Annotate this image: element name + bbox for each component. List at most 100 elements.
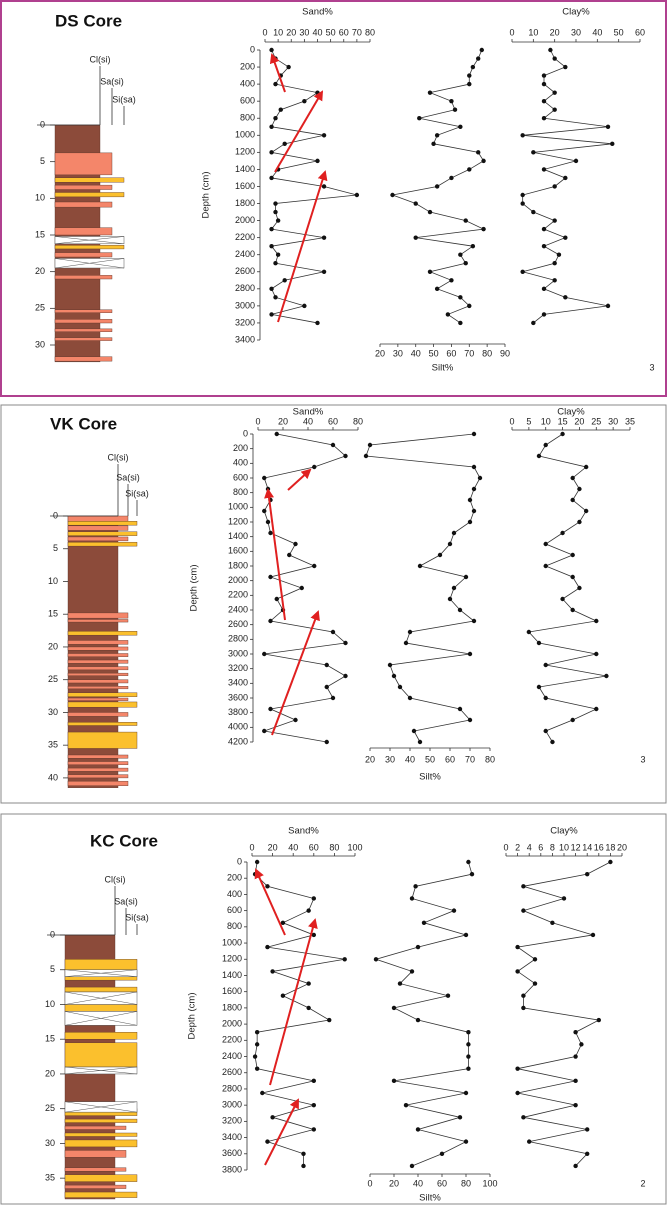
profile-point	[585, 1151, 590, 1156]
profile-point	[397, 981, 403, 986]
profile-point	[563, 64, 568, 70]
profile-point	[265, 884, 270, 889]
log-label: Sa(si)	[116, 472, 140, 482]
depth-tick-label: 600	[233, 472, 248, 482]
profile-point	[354, 192, 360, 198]
profile-point	[324, 662, 329, 668]
profile-point	[463, 932, 469, 938]
profile-point	[476, 150, 481, 155]
profile-point	[570, 497, 575, 503]
profile-point	[541, 312, 547, 317]
profile-point	[463, 574, 469, 580]
x-tick-label: 50	[614, 27, 624, 37]
depth-tick-label: 0	[250, 44, 255, 54]
x-tick-label: 90	[500, 348, 510, 358]
log-label: Si(sa)	[125, 488, 149, 498]
profile-point	[367, 442, 373, 448]
x-tick-label: 40	[303, 416, 313, 426]
depth-tick-label: 3400	[228, 678, 248, 688]
profile-point	[458, 124, 463, 129]
depth-tick-label: 1000	[235, 130, 255, 140]
profile-point	[477, 475, 483, 481]
x-tick-label: 40	[312, 27, 322, 37]
depth-tick-label: 2600	[228, 619, 248, 629]
x-tick-label: 10	[528, 27, 538, 37]
x-tick-label: 4	[527, 842, 532, 852]
profile-point	[543, 662, 548, 668]
x-tick-label: 20	[550, 27, 560, 37]
log-layer	[67, 697, 129, 701]
log-layer	[67, 659, 129, 664]
profile-point	[521, 993, 526, 998]
log-tick-label: 40	[48, 772, 58, 782]
profile-point	[604, 673, 609, 679]
profile-point	[449, 175, 454, 181]
profile-point	[471, 464, 477, 470]
profile-point	[560, 431, 565, 437]
profile-point	[532, 981, 538, 986]
log-layer	[67, 536, 129, 542]
profile-point	[268, 618, 273, 624]
depth-tick-label: 200	[240, 61, 255, 71]
arrow	[269, 53, 286, 93]
profile-point	[415, 1017, 421, 1023]
depth-tick-label: 2800	[222, 1083, 242, 1093]
profile-point	[315, 320, 320, 326]
depth-tick-label: 200	[233, 443, 248, 453]
profile-point	[451, 908, 457, 913]
profile-point	[520, 269, 525, 274]
profile-point	[447, 596, 453, 602]
profile-point	[262, 651, 267, 657]
panel-frame	[0, 404, 667, 804]
profile-point	[451, 530, 457, 536]
series-name: Sand%	[293, 407, 324, 418]
profile-point	[560, 596, 565, 602]
x-tick-label: 30	[385, 754, 395, 764]
profile-point	[269, 226, 274, 232]
profile-point	[466, 1054, 471, 1059]
profile-point	[447, 541, 453, 547]
log-layer	[54, 275, 113, 280]
x-tick-label: 80	[482, 348, 492, 358]
x-tick-label: 80	[365, 27, 375, 37]
series-name: Silt%	[419, 1193, 441, 1204]
log-tick-label: 30	[35, 339, 45, 349]
profile-point	[306, 908, 311, 913]
profile-point	[521, 884, 526, 889]
depth-tick-label: 800	[227, 921, 242, 931]
log-layer	[64, 1139, 138, 1148]
profile-point	[515, 1066, 520, 1071]
profile-point	[439, 1151, 445, 1156]
log-layer	[64, 1174, 138, 1182]
profile-point	[541, 167, 547, 172]
profile-point	[548, 47, 553, 53]
log-layer	[54, 245, 125, 250]
profile-point	[470, 64, 476, 70]
log-layer	[67, 666, 129, 671]
profile-point	[541, 98, 547, 104]
x-tick-label: 25	[591, 416, 601, 426]
x-tick-label: 40	[592, 27, 602, 37]
profile-point	[481, 158, 486, 164]
log-tick-label: 20	[48, 641, 58, 651]
log-label: Si(sa)	[125, 912, 149, 922]
log-layer	[54, 184, 113, 190]
x-tick-label: 30	[299, 27, 309, 37]
profile-point	[543, 442, 548, 448]
profile-point	[449, 278, 454, 283]
profile-point	[427, 90, 433, 95]
profile-point	[552, 218, 557, 223]
profile-point	[301, 1163, 306, 1169]
profile-point	[427, 269, 433, 274]
profile-point	[343, 640, 348, 646]
x-tick-label: 70	[465, 754, 475, 764]
depth-tick-label: 2200	[222, 1035, 242, 1045]
profile-point	[561, 896, 567, 901]
profile-point	[570, 607, 575, 613]
log-tick-label: 35	[45, 1173, 55, 1183]
depth-tick-label: 2800	[235, 283, 255, 293]
profile-point	[585, 871, 590, 877]
profile-point	[467, 73, 472, 78]
profile-point	[413, 884, 418, 889]
profile-point	[536, 640, 542, 646]
